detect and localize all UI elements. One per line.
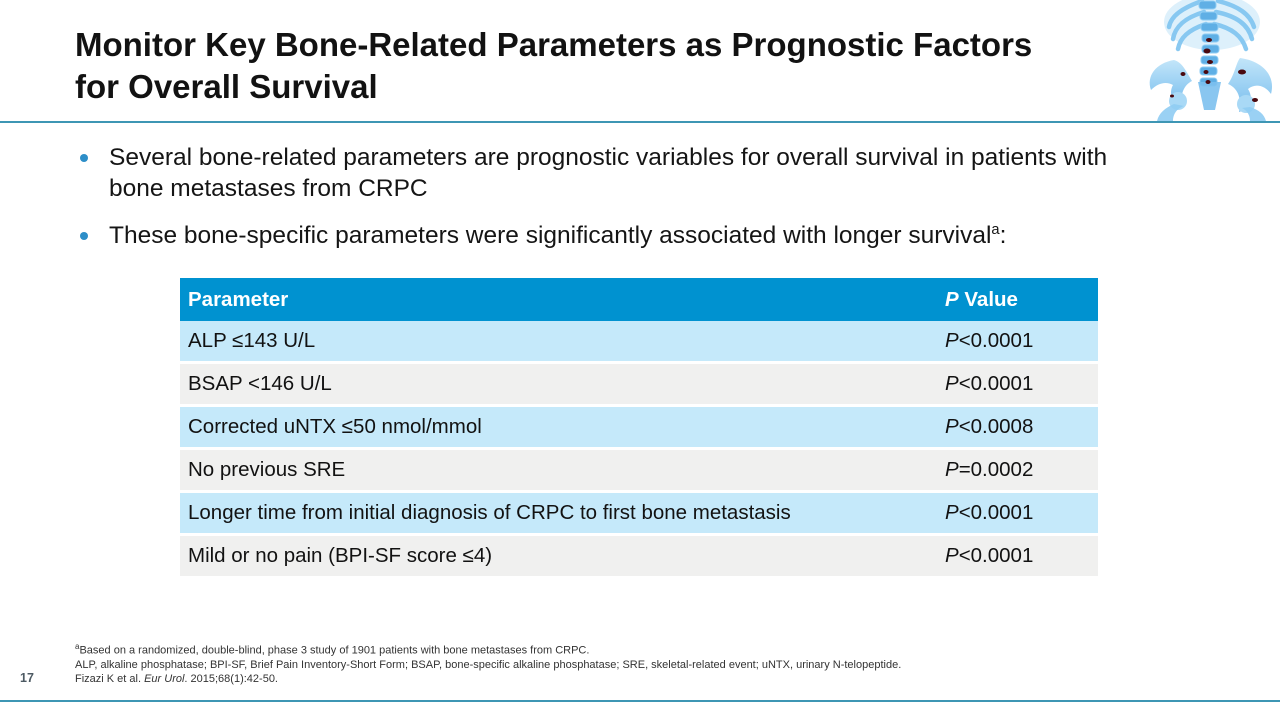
p-value-cell: P<0.0001 (945, 372, 1098, 396)
p-value-cell: P<0.0001 (945, 544, 1098, 568)
footnote-line-1: aBased on a randomized, double-blind, ph… (75, 640, 1075, 658)
table-row: Mild or no pain (BPI-SF score ≤4) P<0.00… (180, 536, 1098, 579)
bullet-suffix: : (999, 221, 1007, 249)
p-rest: <0.0001 (958, 329, 1034, 352)
parameter-cell: ALP ≤143 U/L (188, 329, 316, 352)
footnote-text: Based on a randomized, double-blind, pha… (79, 644, 590, 657)
footnote-line-3: Fizazi K et al. Eur Urol. 2015;68(1):42-… (75, 672, 1075, 686)
parameter-cell: Mild or no pain (BPI-SF score ≤4) (188, 544, 493, 567)
bullet-item: These bone-specific parameters were sign… (75, 220, 1175, 251)
skeleton-xray-image (1149, 0, 1273, 121)
p-value-cell: P<0.0008 (945, 415, 1098, 439)
p-value-italic-p: P (945, 287, 959, 311)
bullet-marker-icon (80, 154, 88, 162)
p-value-cell: P=0.0002 (945, 458, 1098, 482)
bullet-superscript: a (991, 221, 1000, 238)
bullet-text: Several bone-related parameters are prog… (109, 142, 1154, 205)
parameter-cell: Corrected uNTX ≤50 nmol/mmol (188, 415, 482, 438)
parameter-cell: BSAP <146 U/L (188, 372, 332, 395)
citation-prefix: Fizazi K et al. (75, 672, 145, 685)
p-italic: P (945, 329, 959, 352)
citation-rest: . 2015;68(1):42-50. (184, 672, 278, 685)
footnote-line-2: ALP, alkaline phosphatase; BPI-SF, Brief… (75, 658, 902, 671)
p-value-rest: Value (958, 287, 1018, 311)
p-italic: P (945, 544, 959, 567)
bullet-list: Several bone-related parameters are prog… (75, 142, 1175, 266)
bullet-item: Several bone-related parameters are prog… (75, 142, 1175, 205)
footnote-superscript: a (75, 642, 80, 651)
bullet-text-main: Several bone-related parameters are prog… (109, 144, 1108, 203)
parameter-cell: Longer time from initial diagnosis of CR… (188, 501, 791, 524)
bullet-marker-icon (80, 231, 88, 240)
table-row: Corrected uNTX ≤50 nmol/mmol P<0.0008 (180, 407, 1098, 450)
p-value-cell: P<0.0001 (945, 329, 1098, 353)
prognostic-parameters-table: Parameter P Value ALP ≤143 U/L P<0.0001 … (180, 278, 1098, 579)
table-row: No previous SRE P=0.0002 (180, 450, 1098, 493)
p-rest: <0.0001 (958, 372, 1034, 395)
column-header-p-value: P Value (945, 288, 1098, 312)
p-italic: P (945, 458, 959, 481)
p-italic: P (945, 501, 959, 524)
table-header-row: Parameter P Value (180, 278, 1098, 321)
table-row: ALP ≤143 U/L P<0.0001 (180, 321, 1098, 364)
p-italic: P (945, 415, 959, 438)
footnotes: aBased on a randomized, double-blind, ph… (75, 640, 1075, 686)
bullet-text-main: These bone-specific parameters were sign… (109, 221, 992, 249)
bullet-text: These bone-specific parameters were sign… (109, 220, 1154, 251)
p-rest: <0.0001 (958, 544, 1034, 567)
p-italic: P (945, 372, 959, 395)
p-rest: <0.0008 (958, 415, 1034, 438)
table-row: Longer time from initial diagnosis of CR… (180, 493, 1098, 536)
page-number: 17 (20, 671, 34, 685)
parameter-cell: No previous SRE (188, 458, 346, 481)
p-rest: <0.0001 (958, 501, 1034, 524)
title-divider-line (0, 121, 1280, 123)
table-row: BSAP <146 U/L P<0.0001 (180, 364, 1098, 407)
footer-divider-line (0, 700, 1280, 702)
slide-title: Monitor Key Bone-Related Parameters as P… (75, 26, 1033, 105)
column-header-parameter: Parameter (188, 287, 289, 311)
p-rest: =0.0002 (958, 458, 1034, 481)
citation-journal: Eur Urol (144, 672, 185, 685)
p-value-cell: P<0.0001 (945, 501, 1098, 525)
